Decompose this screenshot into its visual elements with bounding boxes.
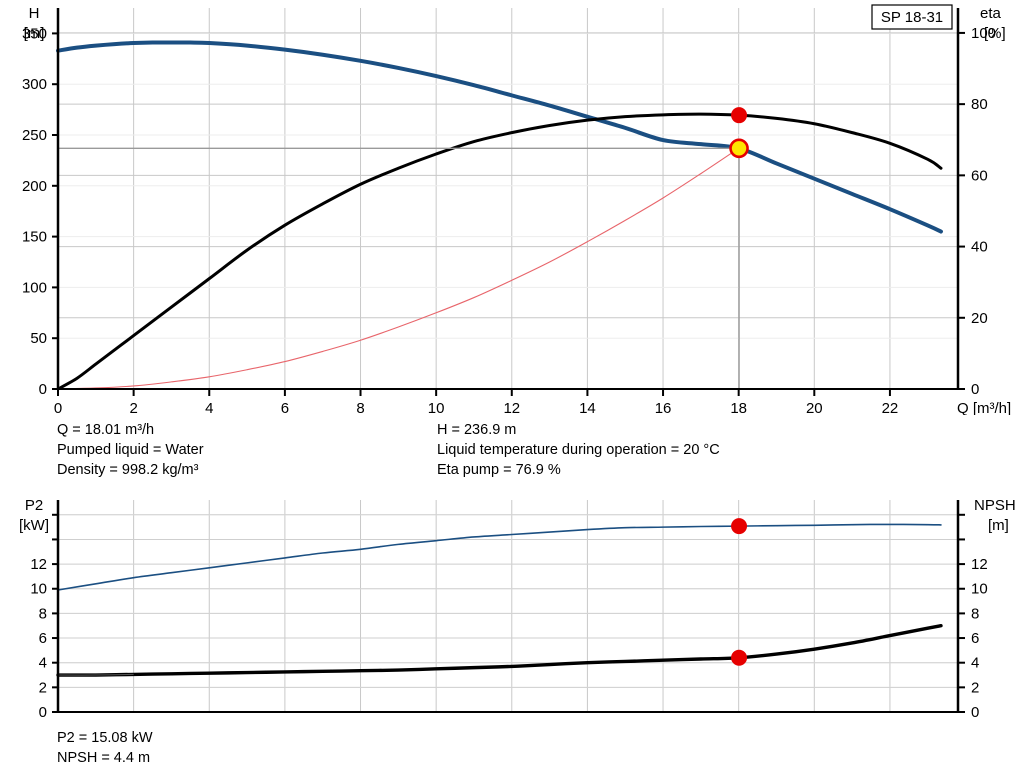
y-axis-label-right: eta	[980, 5, 1002, 22]
xtick-label: 22	[882, 400, 899, 415]
ytick-label-left: 6	[39, 630, 47, 647]
info-p2: P2 = 15.08 kW	[57, 730, 153, 746]
y-axis-unit-left: [m]	[24, 25, 45, 42]
xtick-label: 12	[503, 400, 520, 415]
y-axis-label-left: H	[29, 5, 40, 22]
ytick-label-left: 2	[39, 679, 47, 696]
ytick-label-left: 4	[39, 655, 47, 672]
y-axis-unit-left: [kW]	[19, 517, 49, 534]
xtick-label: 10	[428, 400, 445, 415]
ytick-label-right: 20	[971, 310, 988, 327]
series-thin-extension	[57, 673, 134, 676]
info-npsh: NPSH = 4.4 m	[57, 750, 151, 766]
power-npsh-chart: 0 2 4 6 8 10 12 0 2 4 6 8 10 12 P2 [kW] NPSH [m]	[0, 492, 1024, 727]
ytick-label-left: 0	[39, 704, 47, 721]
y-axis-label-right: NPSH	[974, 497, 1016, 514]
info-density: Density = 998.2 kg/m³	[57, 462, 199, 478]
ytick-label-right: 80	[971, 96, 988, 113]
ytick-label-left: 12	[30, 556, 47, 573]
ytick-label-right: 6	[971, 630, 979, 647]
ytick-label-left: 0	[39, 381, 47, 398]
ytick-label-right: 0	[971, 381, 979, 398]
head-efficiency-svg: 0 50 100 150 200 250 300 350 0 20 40 60 80 100 0 2 4 6 8 10…	[22, 4, 1011, 415]
series-npsh-curve	[56, 624, 943, 677]
xtick-label: 18	[730, 400, 747, 415]
series-system-curve	[57, 147, 740, 390]
operating-point-npsh-marker	[731, 649, 748, 666]
x-axis-label: Q [m³/h]	[957, 400, 1011, 415]
ytick-label-right: 2	[971, 679, 979, 696]
ytick-label-left: 350	[22, 25, 47, 42]
ytick-label-right: 4	[971, 655, 979, 672]
xtick-label: 14	[579, 400, 596, 415]
info-h: H = 236.9 m	[437, 422, 517, 438]
info-eta-pump: Eta pump = 76.9 %	[437, 462, 561, 478]
series-eta-curve	[56, 112, 943, 391]
ytick-label-left: 100	[22, 279, 47, 296]
ytick-label-right: 12	[971, 556, 988, 573]
info-right-block: H = 236.9 m Liquid temperature during op…	[437, 420, 720, 480]
y-axis-unit-right: [%]	[984, 25, 1006, 42]
operating-point-p2-marker	[731, 518, 748, 535]
series-p2-curve	[57, 523, 942, 591]
y-axis-unit-right: [m]	[988, 517, 1009, 534]
ytick-label-right: 8	[971, 605, 979, 622]
xtick-label: 4	[205, 400, 213, 415]
xtick-label: 16	[655, 400, 672, 415]
xtick-label: 0	[54, 400, 62, 415]
series-thin-extension	[57, 43, 115, 52]
series-thin-extension	[57, 349, 116, 390]
info-bottom-block: P2 = 15.08 kW NPSH = 4.4 m	[57, 728, 153, 768]
info-left-block: Q = 18.01 m³/h Pumped liquid = Water Den…	[57, 420, 204, 480]
xtick-label: 2	[129, 400, 137, 415]
info-liquid-temperature: Liquid temperature during operation = 20…	[437, 442, 720, 458]
ytick-label-left: 50	[30, 330, 47, 347]
ytick-label-right: 60	[971, 167, 988, 184]
power-npsh-svg: 0 2 4 6 8 10 12 0 2 4 6 8 10 12 P2 [kW] NPSH [m]	[19, 497, 1016, 721]
ytick-label-right: 0	[971, 704, 979, 721]
info-pumped-liquid: Pumped liquid = Water	[57, 442, 204, 458]
xtick-label: 20	[806, 400, 823, 415]
y-axis-label-left: P2	[25, 497, 43, 514]
ytick-label-right: 40	[971, 239, 988, 256]
ytick-label-right: 10	[971, 581, 988, 598]
operating-point-eta-marker	[731, 107, 748, 124]
ytick-label-left: 10	[30, 581, 47, 598]
xtick-label: 8	[356, 400, 364, 415]
ytick-label-right: 100	[971, 25, 996, 42]
head-efficiency-chart: 0 50 100 150 200 250 300 350 0 20 40 60 80 100 0 2 4 6 8 10…	[22, 4, 1011, 415]
info-q: Q = 18.01 m³/h	[57, 422, 155, 438]
top-chart-group: 0 50 100 150 200 250 300 350 0 20 40 60 80 100 0 2 4 6 8 10…	[22, 4, 1011, 415]
title-box	[871, 4, 953, 30]
ytick-label-left: 8	[39, 605, 47, 622]
ytick-label-left: 150	[22, 229, 47, 246]
ytick-label-left: 300	[22, 76, 47, 93]
ytick-label-left: 250	[22, 127, 47, 144]
xtick-label: 6	[281, 400, 289, 415]
series-h-curve	[56, 40, 943, 234]
chart-title: SP 18-31	[881, 9, 943, 26]
ytick-label-left: 200	[22, 178, 47, 195]
operating-point-head-marker	[729, 138, 749, 159]
bottom-chart-group: 0 2 4 6 8 10 12 0 2 4 6 8 10 12 P2 [kW] NPSH [m]	[19, 497, 1016, 721]
